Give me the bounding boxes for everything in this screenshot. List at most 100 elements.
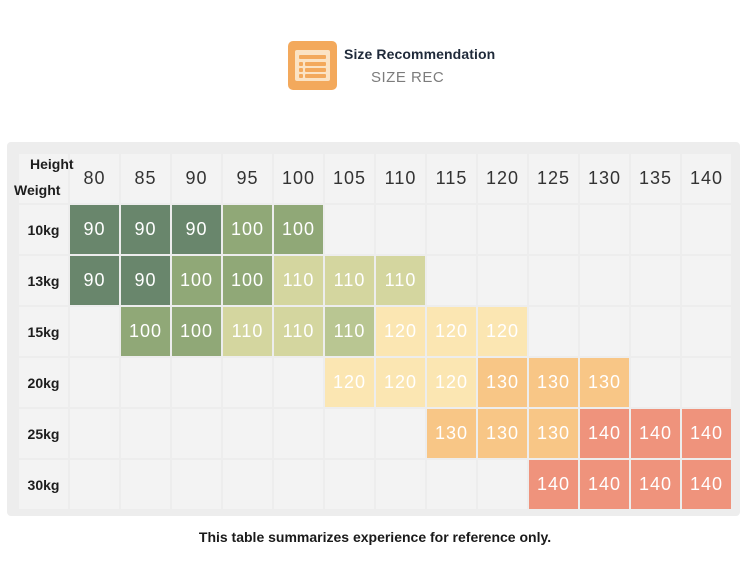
height-header: 135 — [631, 154, 680, 203]
empty-cell — [172, 460, 221, 509]
empty-cell — [274, 358, 323, 407]
empty-cell — [70, 409, 119, 458]
height-header: 100 — [274, 154, 323, 203]
size-cell: 110 — [376, 256, 425, 305]
footnote: This table summarizes experience for ref… — [198, 529, 552, 545]
page-title: Size Recommendation — [344, 46, 496, 62]
size-cell: 130 — [478, 358, 527, 407]
size-cell: 90 — [70, 205, 119, 254]
size-cell: 100 — [172, 256, 221, 305]
page-subtitle: SIZE REC — [371, 69, 445, 86]
empty-cell — [631, 205, 680, 254]
size-cell: 130 — [478, 409, 527, 458]
empty-cell — [121, 409, 170, 458]
empty-cell — [478, 256, 527, 305]
size-cell: 90 — [121, 205, 170, 254]
size-cell: 120 — [427, 358, 476, 407]
table-row: 25kg 130 130 130 140 140 140 — [19, 409, 731, 458]
empty-cell — [682, 307, 731, 356]
weight-label: 25kg — [19, 409, 68, 458]
empty-cell — [631, 307, 680, 356]
height-header: 105 — [325, 154, 374, 203]
size-cell: 140 — [682, 460, 731, 509]
empty-cell — [631, 256, 680, 305]
header: Size Recommendation SIZE REC — [288, 41, 495, 90]
empty-cell — [376, 460, 425, 509]
size-table-panel: Height Weight 80 85 90 95 100 105 110 115 120 125 13… — [7, 142, 740, 516]
empty-cell — [682, 205, 731, 254]
empty-cell — [427, 205, 476, 254]
size-cell: 110 — [223, 307, 272, 356]
empty-cell — [682, 358, 731, 407]
size-cell: 110 — [274, 307, 323, 356]
empty-cell — [529, 256, 578, 305]
table-row: 13kg 90 90 100 100 110 110 110 — [19, 256, 731, 305]
height-header: 110 — [376, 154, 425, 203]
size-cell: 100 — [274, 205, 323, 254]
empty-cell — [529, 205, 578, 254]
height-header: 90 — [172, 154, 221, 203]
size-cell: 130 — [580, 358, 629, 407]
empty-cell — [274, 460, 323, 509]
size-cell: 120 — [478, 307, 527, 356]
empty-cell — [580, 256, 629, 305]
table-row: 20kg 120 120 120 130 130 130 — [19, 358, 731, 407]
size-cell: 130 — [529, 409, 578, 458]
height-header: 140 — [682, 154, 731, 203]
empty-cell — [121, 358, 170, 407]
weight-label: 10kg — [19, 205, 68, 254]
size-cell: 140 — [631, 409, 680, 458]
empty-cell — [325, 460, 374, 509]
height-header: 120 — [478, 154, 527, 203]
size-cell: 120 — [376, 307, 425, 356]
table-corner: Height Weight — [14, 154, 74, 203]
size-cell: 140 — [580, 460, 629, 509]
empty-cell — [478, 205, 527, 254]
size-cell: 90 — [172, 205, 221, 254]
size-cell: 110 — [274, 256, 323, 305]
size-cell: 100 — [172, 307, 221, 356]
size-cell: 110 — [325, 307, 374, 356]
size-cell: 90 — [121, 256, 170, 305]
empty-cell — [580, 307, 629, 356]
empty-cell — [223, 358, 272, 407]
size-cell: 110 — [325, 256, 374, 305]
empty-cell — [274, 409, 323, 458]
table-row: 30kg 140 140 140 140 — [19, 460, 731, 509]
size-cell: 140 — [580, 409, 629, 458]
size-cell: 120 — [325, 358, 374, 407]
height-header: 85 — [121, 154, 170, 203]
size-cell: 90 — [70, 256, 119, 305]
empty-cell — [223, 460, 272, 509]
height-header: 130 — [580, 154, 629, 203]
empty-cell — [427, 460, 476, 509]
table-row: 15kg 100 100 110 110 110 120 120 120 — [19, 307, 731, 356]
empty-cell — [70, 358, 119, 407]
size-cell: 100 — [223, 256, 272, 305]
weight-label: 15kg — [19, 307, 68, 356]
size-cell: 130 — [427, 409, 476, 458]
header-row: Height Weight 80 85 90 95 100 105 110 115 120 125 13… — [14, 154, 731, 203]
size-table: Height Weight 80 85 90 95 100 105 110 115 120 125 13… — [14, 152, 733, 511]
weight-label: 13kg — [19, 256, 68, 305]
size-cell: 100 — [121, 307, 170, 356]
size-cell: 140 — [529, 460, 578, 509]
empty-cell — [121, 460, 170, 509]
empty-cell — [427, 256, 476, 305]
empty-cell — [376, 409, 425, 458]
weight-axis-label: Weight — [14, 182, 61, 198]
weight-label: 30kg — [19, 460, 68, 509]
empty-cell — [631, 358, 680, 407]
empty-cell — [325, 205, 374, 254]
empty-cell — [580, 205, 629, 254]
size-cell: 100 — [223, 205, 272, 254]
empty-cell — [478, 460, 527, 509]
empty-cell — [223, 409, 272, 458]
size-cell: 140 — [682, 409, 731, 458]
empty-cell — [682, 256, 731, 305]
height-axis-label: Height — [30, 156, 74, 172]
size-cell: 120 — [427, 307, 476, 356]
height-header: 80 — [70, 154, 119, 203]
size-chart-icon — [288, 41, 337, 90]
height-header: 95 — [223, 154, 272, 203]
